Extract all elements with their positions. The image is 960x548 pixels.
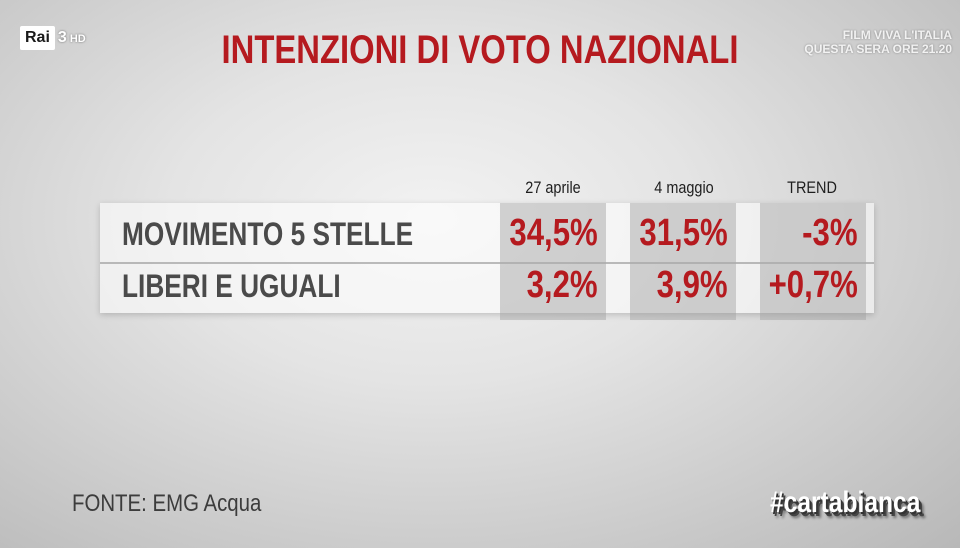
value-trend: +0,7% xyxy=(768,264,858,306)
column-header-date-2: 4 maggio xyxy=(654,178,714,197)
source-label: FONTE: EMG Acqua xyxy=(72,490,262,517)
channel-logo: Rai 3 HD xyxy=(20,25,86,51)
promo-line-1: FILM VIVA L'ITALIA xyxy=(842,28,952,42)
value-date-1: 34,5% xyxy=(509,212,598,254)
show-hashtag: #cartabianca xyxy=(770,486,921,519)
party-name: LIBERI E UGUALI xyxy=(122,268,341,304)
promo-overlay: FILM VIVA L'ITALIA QUESTA SERA ORE 21.20 xyxy=(752,28,952,56)
promo-line-2: QUESTA SERA ORE 21.20 xyxy=(804,42,952,56)
column-shade-date-1 xyxy=(500,203,606,320)
page-title: INTENZIONI DI VOTO NAZIONALI xyxy=(221,28,739,72)
value-trend: -3% xyxy=(802,212,858,254)
column-shade-trend xyxy=(760,203,866,320)
value-date-2: 3,9% xyxy=(656,264,728,306)
rai-logo-text: Rai xyxy=(20,26,55,50)
channel-number: 3 xyxy=(57,29,67,46)
column-shade-date-2 xyxy=(630,203,736,320)
column-header-trend: TREND xyxy=(787,178,837,197)
hd-badge: HD xyxy=(69,33,86,45)
party-name: MOVIMENTO 5 STELLE xyxy=(122,216,414,252)
results-table xyxy=(100,203,874,313)
value-date-2: 31,5% xyxy=(639,212,728,254)
column-header-date-1: 27 aprile xyxy=(525,178,581,197)
value-date-1: 3,2% xyxy=(526,264,598,306)
row-divider xyxy=(100,262,874,264)
